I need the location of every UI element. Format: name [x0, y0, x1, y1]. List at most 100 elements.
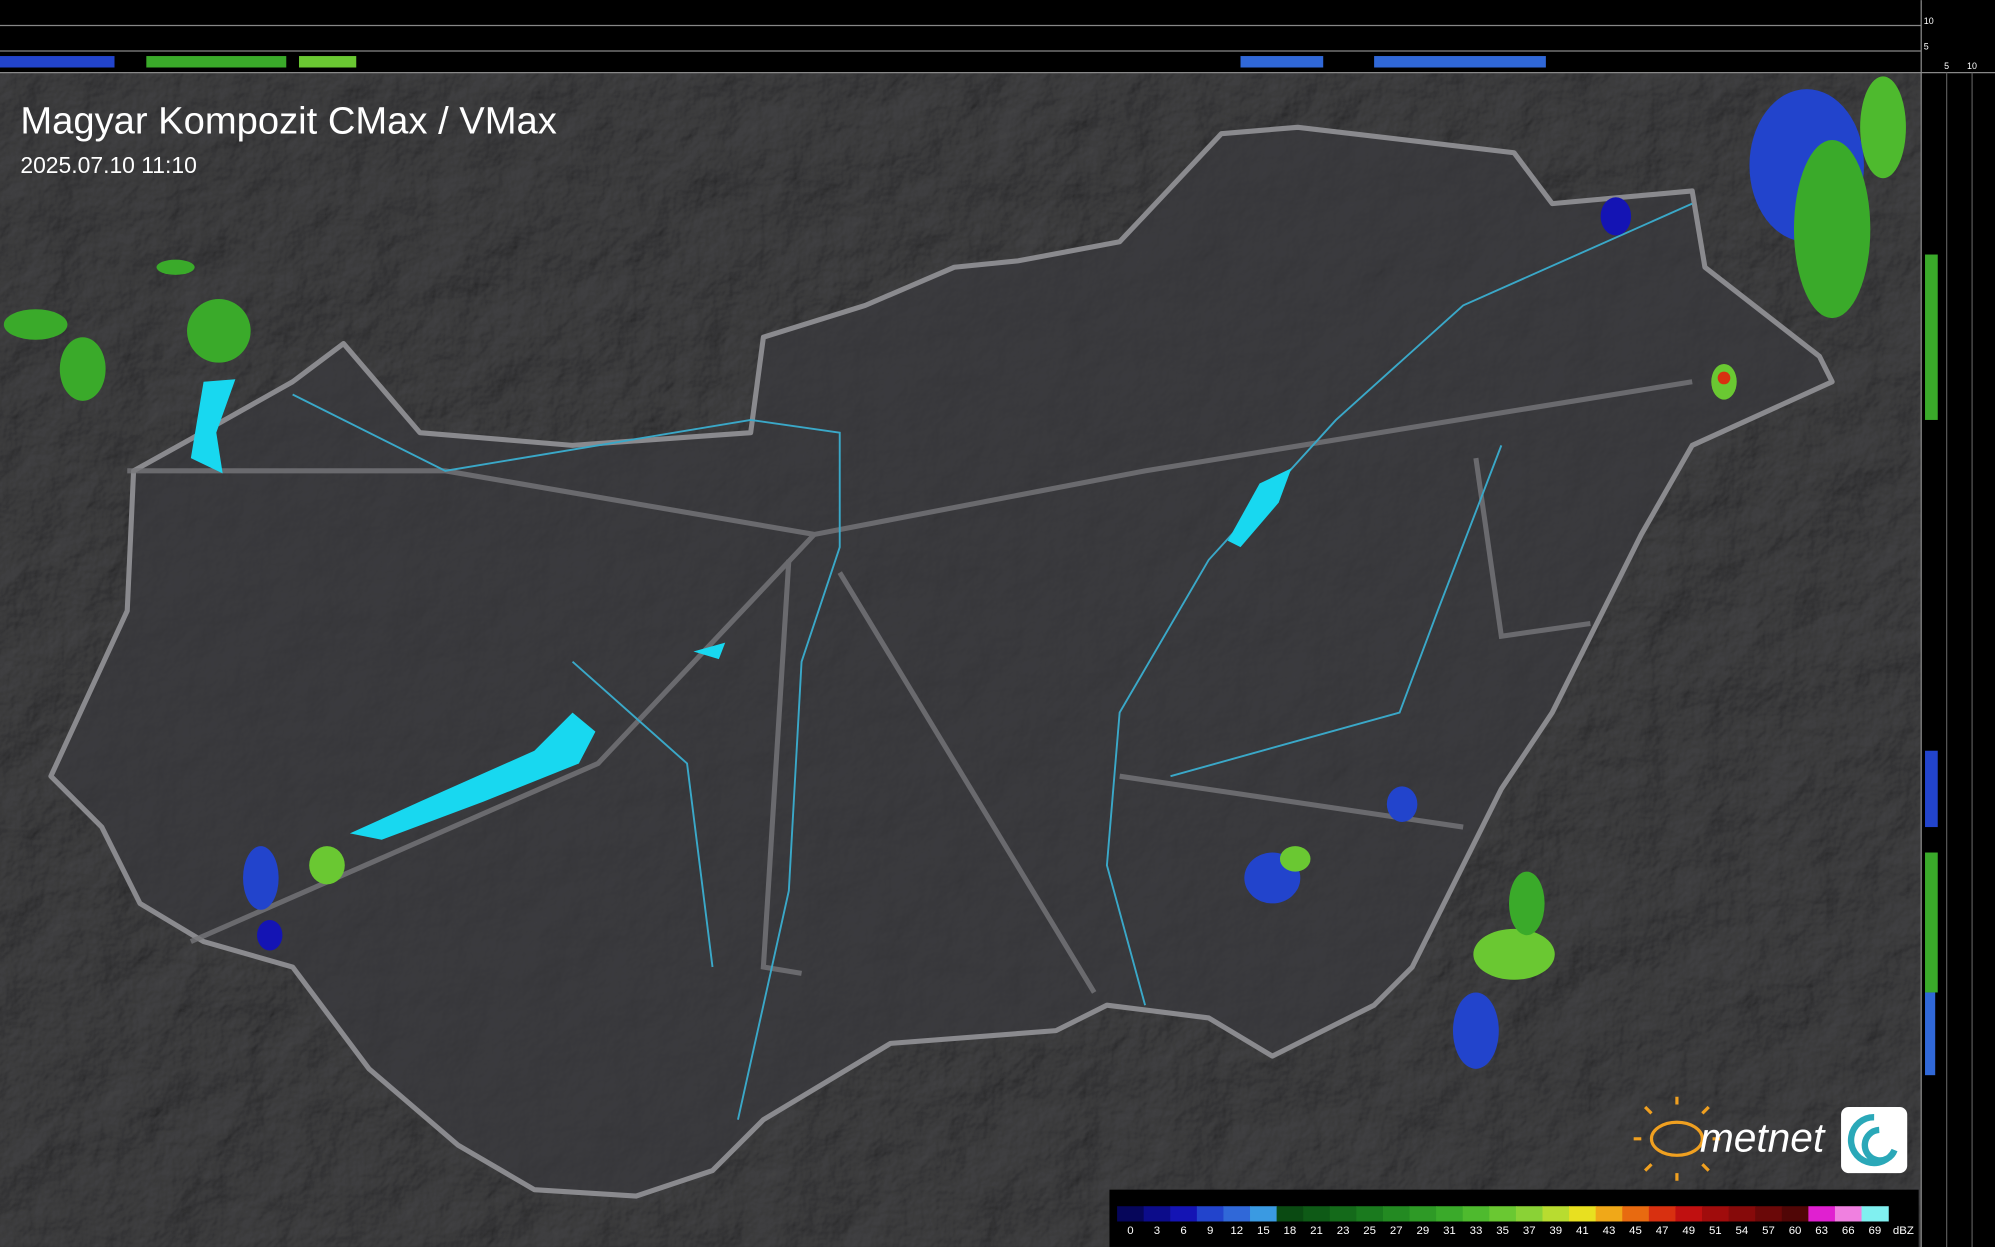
profile-echo: [298, 56, 357, 68]
profile-tick: 5: [1924, 42, 1929, 52]
legend-swatch: [1702, 1206, 1730, 1222]
lake-balaton: [349, 712, 596, 840]
legend-label: 47: [1656, 1225, 1669, 1237]
legend-label: 0: [1127, 1225, 1133, 1237]
profile-echo: [0, 56, 115, 68]
legend-label: 12: [1230, 1225, 1243, 1237]
legend-swatch: [1196, 1206, 1225, 1222]
legend-label: 33: [1470, 1225, 1483, 1237]
legend-swatch: [1329, 1206, 1358, 1222]
legend-label: 51: [1709, 1225, 1722, 1237]
legend-swatch: [1170, 1206, 1198, 1222]
legend-swatch: [1303, 1206, 1331, 1222]
logo-text: metnet: [1700, 1115, 1826, 1161]
legend-label: 25: [1363, 1225, 1376, 1237]
legend-swatch: [1117, 1206, 1145, 1222]
legend-swatch: [1834, 1206, 1863, 1222]
legend-label: 45: [1629, 1225, 1642, 1237]
profile-echo: [1925, 254, 1938, 420]
legend-swatch: [1462, 1206, 1490, 1222]
logo-rays: [1633, 1096, 1721, 1181]
legend-label: 43: [1603, 1225, 1616, 1237]
echo: [187, 299, 251, 363]
legend-swatch: [1223, 1206, 1251, 1222]
legend-swatch: [1382, 1206, 1411, 1222]
lake-tisza: [1227, 468, 1292, 548]
legend-swatch: [1728, 1206, 1756, 1222]
profile-echo: [1925, 852, 1938, 993]
legend-label: 31: [1443, 1225, 1456, 1237]
echo: [1860, 76, 1906, 179]
legend-label: 39: [1549, 1225, 1562, 1237]
country-fill: [48, 124, 1835, 1199]
legend-label: 3: [1154, 1225, 1160, 1237]
legend-unit: dBZ: [1893, 1225, 1914, 1237]
profile-echo: [1374, 56, 1546, 68]
legend-swatch: [1808, 1206, 1836, 1222]
radar-echoes: [3, 76, 1906, 1069]
legend-label: 29: [1416, 1225, 1429, 1237]
echo: [309, 846, 345, 885]
profile-echo: [1925, 750, 1938, 828]
logo: metnet: [1633, 1096, 1908, 1181]
profile-tick: 10: [1924, 16, 1934, 26]
road: [1473, 457, 1591, 640]
legend-label: 6: [1180, 1225, 1186, 1237]
legend-label: 69: [1868, 1225, 1881, 1237]
logo-swirl: [1847, 1113, 1898, 1167]
echo: [1386, 786, 1418, 822]
echo: [1600, 197, 1632, 236]
legend-label: 27: [1390, 1225, 1403, 1237]
legend-label: 35: [1496, 1225, 1509, 1237]
echo: [1473, 928, 1555, 980]
legend-label: 63: [1815, 1225, 1828, 1237]
legend-label: 49: [1682, 1225, 1695, 1237]
river: [1170, 445, 1503, 778]
legend-swatch: [1622, 1206, 1650, 1222]
legend-swatch: [1250, 1206, 1278, 1222]
legend-label: 21: [1310, 1225, 1323, 1237]
road: [837, 571, 1097, 994]
title: Magyar Kompozit CMax / VMax: [20, 100, 556, 143]
legend-label: 66: [1842, 1225, 1855, 1237]
legend-swatch: [1569, 1206, 1597, 1222]
road: [760, 559, 802, 976]
legend-swatch: [1515, 1206, 1544, 1222]
echo: [1452, 992, 1499, 1069]
river: [1105, 202, 1693, 1006]
lake-velence: [693, 642, 726, 660]
rivers: [292, 202, 1693, 1120]
profile-tick: 5: [1944, 61, 1949, 71]
legend-label: 57: [1762, 1225, 1775, 1237]
echo: [3, 309, 68, 340]
legend-swatch: [1276, 1206, 1304, 1222]
logo-sun: [1633, 1096, 1721, 1181]
legend-swatch: [1409, 1206, 1437, 1222]
profile-echo: [1240, 56, 1324, 68]
legend-swatch: [1675, 1206, 1703, 1222]
lake-ferto: [190, 379, 236, 474]
legend-swatch: [1781, 1206, 1809, 1222]
legend-label: 60: [1789, 1225, 1802, 1237]
profile-tick: 10: [1967, 61, 1977, 71]
legend-label: 54: [1736, 1225, 1749, 1237]
legend-swatch: [1861, 1206, 1889, 1222]
legend-swatch: [1143, 1206, 1171, 1222]
legend-label: 23: [1337, 1225, 1350, 1237]
legend-label: 37: [1523, 1225, 1536, 1237]
echo: [1793, 140, 1871, 319]
echo: [257, 919, 283, 951]
legend-label: 15: [1257, 1225, 1270, 1237]
legend-swatch: [1595, 1206, 1623, 1222]
logo-ring: [1649, 1120, 1704, 1157]
legend-label: 41: [1576, 1225, 1589, 1237]
echo: [1717, 371, 1731, 385]
river: [292, 393, 841, 1120]
echo: [243, 846, 279, 910]
profile-echo: [146, 56, 287, 68]
echo: [1279, 846, 1311, 872]
